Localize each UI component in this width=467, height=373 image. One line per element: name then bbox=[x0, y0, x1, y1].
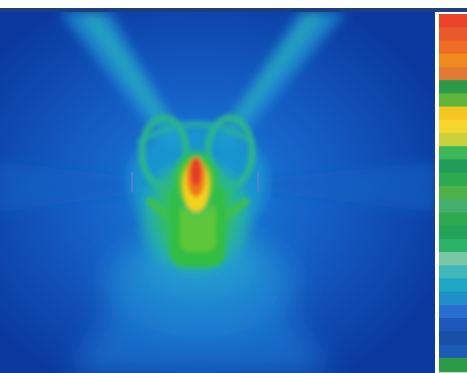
side-rays bbox=[0, 162, 435, 212]
scale-band bbox=[439, 238, 467, 254]
scale-band bbox=[439, 66, 467, 82]
scale-band bbox=[439, 53, 467, 69]
scale-band bbox=[439, 331, 467, 346]
color-scale-bar bbox=[439, 12, 467, 373]
scale-band bbox=[439, 199, 467, 214]
scale-band bbox=[439, 225, 467, 241]
scale-separator bbox=[435, 12, 439, 373]
upper-streaks bbox=[60, 12, 345, 152]
scale-band bbox=[439, 291, 467, 307]
scale-band bbox=[439, 40, 467, 55]
scale-band bbox=[439, 106, 467, 122]
scale-band bbox=[439, 93, 467, 108]
scale-band bbox=[439, 133, 467, 148]
scale-band bbox=[439, 265, 467, 280]
top-border bbox=[0, 0, 467, 12]
scale-band bbox=[439, 172, 467, 188]
scale-band bbox=[439, 159, 467, 174]
top-border-line bbox=[0, 8, 467, 12]
scale-band bbox=[439, 357, 467, 373]
scale-band bbox=[439, 185, 467, 201]
scale-band bbox=[439, 14, 467, 29]
scale-band bbox=[439, 212, 467, 227]
side-marks bbox=[131, 172, 259, 192]
scale-band bbox=[439, 80, 467, 95]
scale-band bbox=[439, 304, 467, 320]
scale-band bbox=[439, 119, 467, 135]
hotspot bbox=[170, 146, 222, 218]
scale-band bbox=[439, 344, 467, 360]
scale-band bbox=[439, 146, 467, 161]
scale-band bbox=[439, 27, 467, 42]
heatmap-field bbox=[0, 12, 435, 373]
scale-band bbox=[439, 278, 467, 293]
scale-band bbox=[439, 318, 467, 333]
scale-band bbox=[439, 252, 467, 267]
